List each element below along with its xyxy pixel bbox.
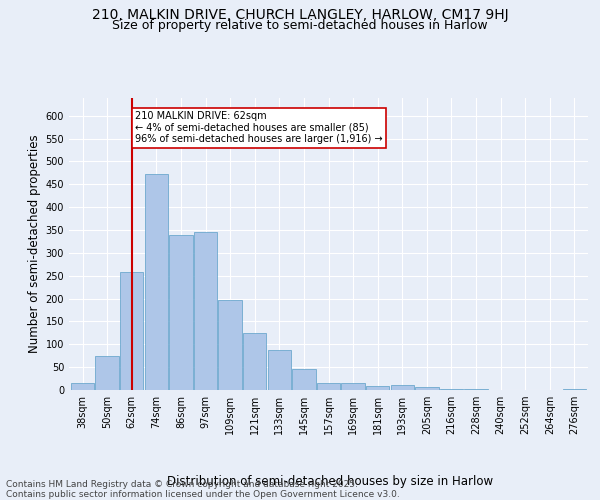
Bar [243, 333, 266, 390]
Bar [292, 369, 316, 390]
Bar [145, 174, 168, 390]
Text: 210 MALKIN DRIVE: 62sqm
← 4% of semi-detached houses are smaller (85)
96% of sem: 210 MALKIN DRIVE: 62sqm ← 4% of semi-det… [136, 111, 383, 144]
Text: Contains HM Land Registry data © Crown copyright and database right 2025.
Contai: Contains HM Land Registry data © Crown c… [6, 480, 400, 499]
Bar [366, 386, 389, 390]
Y-axis label: Number of semi-detached properties: Number of semi-detached properties [28, 134, 41, 353]
Bar [440, 388, 463, 390]
Bar [563, 389, 586, 390]
Text: 210, MALKIN DRIVE, CHURCH LANGLEY, HARLOW, CM17 9HJ: 210, MALKIN DRIVE, CHURCH LANGLEY, HARLO… [92, 8, 508, 22]
Bar [415, 388, 439, 390]
Bar [464, 389, 488, 390]
Text: Size of property relative to semi-detached houses in Harlow: Size of property relative to semi-detach… [112, 18, 488, 32]
Bar [391, 386, 414, 390]
Text: Distribution of semi-detached houses by size in Harlow: Distribution of semi-detached houses by … [167, 474, 493, 488]
Bar [218, 300, 242, 390]
Bar [71, 383, 94, 390]
Bar [268, 350, 291, 390]
Bar [95, 356, 119, 390]
Bar [194, 232, 217, 390]
Bar [341, 383, 365, 390]
Bar [317, 383, 340, 390]
Bar [120, 272, 143, 390]
Bar [169, 234, 193, 390]
